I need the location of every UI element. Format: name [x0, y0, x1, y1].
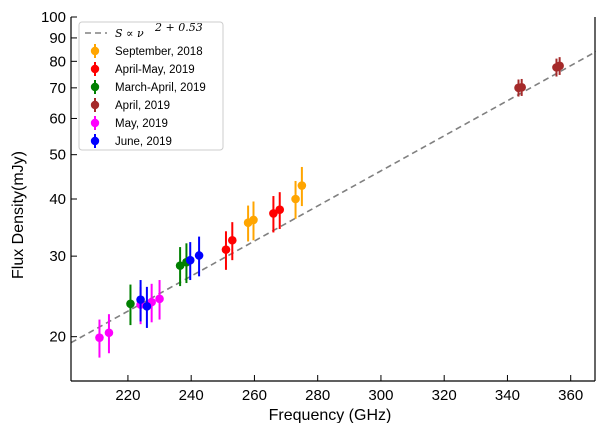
axes-layer: 220 240 260 280 300 320 340 360 20 30 40 50 60 70 80 90…	[41, 9, 596, 404]
y-tick-label: 70	[49, 80, 66, 97]
x-tick-label: 240	[179, 387, 204, 404]
legend-swatch-marker	[90, 136, 100, 146]
data-point	[517, 82, 526, 92]
data-point	[175, 261, 185, 270]
legend-swatch-marker	[90, 118, 100, 128]
legend-label-2: March-April, 2019	[115, 82, 206, 94]
data-point	[194, 251, 204, 260]
fit-line-layer	[70, 50, 596, 344]
data-point	[555, 61, 564, 71]
x-tick-label: 320	[432, 387, 457, 404]
legend-swatch-marker	[90, 64, 100, 74]
y-tick-label: 90	[49, 30, 66, 47]
data-point	[221, 245, 231, 254]
series-0	[243, 166, 307, 242]
data-point	[136, 295, 145, 304]
legend: S ∝ ν 2 + 0.53 September, 2018 April-May, 2…	[78, 21, 224, 151]
x-tick-label: 360	[558, 387, 583, 404]
fit-line	[70, 50, 596, 344]
legend-label-4: May, 2019	[115, 118, 168, 130]
data-point	[155, 294, 164, 304]
legend-label-0: September, 2018	[115, 46, 203, 58]
series-1	[221, 192, 285, 270]
legend-label-3: April, 2019	[115, 100, 170, 112]
data-point	[275, 205, 285, 215]
y-tick-label: 20	[49, 329, 66, 346]
data-point	[95, 333, 104, 342]
data-point	[185, 255, 195, 265]
series-3	[514, 57, 564, 97]
legend-label-5: June, 2019	[115, 136, 172, 148]
data-point	[269, 209, 278, 218]
x-tick-label: 280	[305, 387, 330, 404]
y-tick-label: 60	[49, 110, 66, 127]
data-point	[142, 302, 152, 311]
x-tick-label: 340	[495, 387, 520, 404]
data-point	[249, 215, 258, 225]
data-point	[291, 194, 300, 204]
y-tick-label: 40	[49, 191, 66, 208]
y-tick-label: 50	[49, 147, 66, 164]
data-point	[227, 235, 237, 245]
legend-swatch-marker	[90, 82, 100, 92]
legend-swatch-marker	[90, 100, 100, 110]
y-axis-label: Flux Density(mJy)	[10, 151, 27, 279]
y-tick-label: 100	[41, 9, 66, 26]
x-axis-label: Frequency (GHz)	[269, 407, 392, 423]
legend-label-1: April-May, 2019	[115, 64, 195, 76]
data-point	[104, 328, 114, 338]
data-point	[126, 299, 135, 309]
y-tick-label: 30	[49, 248, 66, 265]
x-tick-label: 220	[115, 387, 140, 404]
legend-fit-label: S ∝ ν	[115, 27, 144, 40]
data-points-layer	[95, 57, 564, 358]
x-tick-label: 260	[242, 387, 267, 404]
data-point	[297, 181, 307, 190]
legend-fit-exponent: 2 + 0.53	[154, 21, 203, 34]
y-tick-label: 80	[49, 53, 66, 70]
legend-swatch-marker	[90, 46, 100, 56]
series-5	[136, 236, 204, 328]
x-tick-label: 300	[368, 387, 393, 404]
legend-frame	[78, 21, 224, 151]
